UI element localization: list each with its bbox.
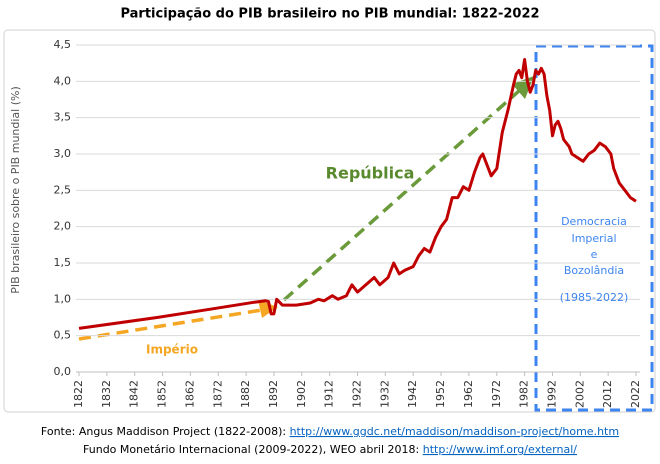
x-tick-label: 1972 <box>490 380 503 408</box>
democracia-label: (1985-2022) <box>560 291 629 304</box>
data-line <box>78 58 637 330</box>
y-tick-label: 3,0 <box>54 147 72 160</box>
source-link[interactable]: http://www.imf.org/external/ <box>423 443 578 456</box>
x-tick-label: 1992 <box>545 380 558 408</box>
y-tick-label: 1,5 <box>54 256 72 269</box>
democracia-label: Bozolândia <box>564 264 624 277</box>
y-tick-label: 0,0 <box>54 365 72 378</box>
republica-arrow <box>282 88 522 302</box>
y-tick-label: 2,5 <box>54 183 72 196</box>
democracia-label: Democracia <box>561 215 627 228</box>
x-tick-label: 1842 <box>128 380 141 408</box>
democracia-label: Imperial <box>571 232 616 245</box>
y-tick-label: 4,0 <box>54 74 72 87</box>
y-tick-label: 0,5 <box>54 329 72 342</box>
x-tick-label: 1932 <box>378 380 391 408</box>
imperio-arrowhead <box>258 300 278 318</box>
imperio-arrow <box>78 308 263 341</box>
y-tick-label: 4,5 <box>54 38 72 51</box>
period-box <box>534 44 654 412</box>
chart-title: Participação do PIB brasileiro no PIB mu… <box>120 7 539 22</box>
x-tick-label: 1902 <box>295 380 308 408</box>
chart-frame <box>3 29 656 413</box>
source-line: Fundo Monetário Internacional (2009-2022… <box>83 443 577 456</box>
x-tick-label: 1982 <box>518 380 531 408</box>
source: Fonte: Angus Maddison Project (1822-2008… <box>41 425 619 456</box>
source-link[interactable]: http://www.ggdc.net/maddison/maddison-pr… <box>290 425 619 438</box>
x-tick-label: 2002 <box>573 380 586 408</box>
y-tick-label: 3,5 <box>54 111 72 124</box>
x-tick-label: 1832 <box>100 380 113 408</box>
x-tick-label: 1882 <box>239 380 252 408</box>
x-tick-label: 1862 <box>183 380 196 408</box>
x-tick-label: 1962 <box>462 380 475 408</box>
x-tick-label: 1822 <box>72 380 85 408</box>
y-axis-label: PIB brasileiro sobre o PIB mundial (%) <box>9 86 22 294</box>
source-text: Fonte: Angus Maddison Project (1822-2008… <box>41 425 290 438</box>
x-tick-label: 1852 <box>156 380 169 408</box>
source-line: Fonte: Angus Maddison Project (1822-2008… <box>41 425 619 438</box>
x-tick-label: 1942 <box>406 380 419 408</box>
x-tick-label: 1892 <box>267 380 280 408</box>
imperio-label: Império <box>146 343 198 357</box>
x-tick-label: 2012 <box>601 380 614 408</box>
x-tick-label: 1872 <box>211 380 224 408</box>
y-tick-label: 2,0 <box>54 220 72 233</box>
y-tick-label: 1,0 <box>54 292 72 305</box>
x-tick-label: 1952 <box>434 380 447 408</box>
x-tick-label: 2022 <box>629 380 642 408</box>
democracia-label: e <box>591 248 598 261</box>
republica-label: República <box>326 164 415 183</box>
x-tick-label: 1922 <box>351 380 364 408</box>
source-text: Fundo Monetário Internacional (2009-2022… <box>83 443 423 456</box>
x-tick-label: 1912 <box>323 380 336 408</box>
